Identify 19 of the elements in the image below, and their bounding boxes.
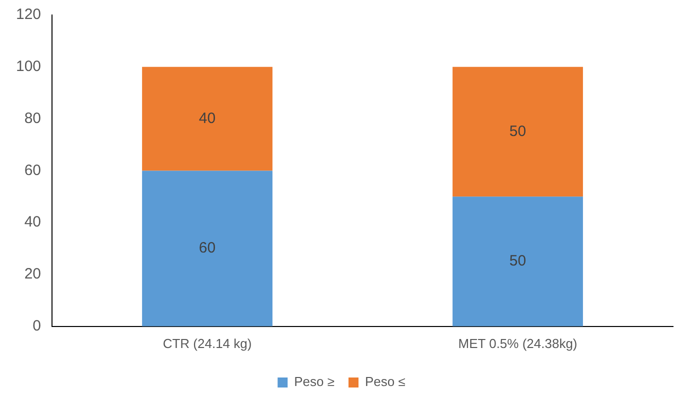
data-label: 50 [509, 252, 526, 270]
data-label: 40 [198, 110, 216, 127]
bar [452, 196, 583, 326]
y-tick-label: 120 [16, 6, 42, 24]
bar [142, 66, 272, 171]
legend-label: Peso ≥ [294, 374, 335, 390]
data-label: 50 [509, 122, 526, 140]
bar [452, 66, 583, 197]
y-tick-label: 80 [24, 110, 42, 127]
x-tick-label: MET 0.5% (24.38kg) [458, 336, 578, 351]
bar [142, 170, 272, 326]
y-tick-label: 100 [16, 58, 42, 76]
y-tick-label: 20 [24, 266, 42, 283]
y-tick-label: 60 [24, 162, 42, 179]
y-tick-label: 0 [32, 318, 42, 335]
x-tick-label: CTR (24.14 kg) [162, 336, 252, 351]
legend-label: Peso ≤ [365, 374, 406, 390]
data-label: 60 [198, 240, 216, 257]
y-tick-label: 40 [24, 214, 42, 231]
